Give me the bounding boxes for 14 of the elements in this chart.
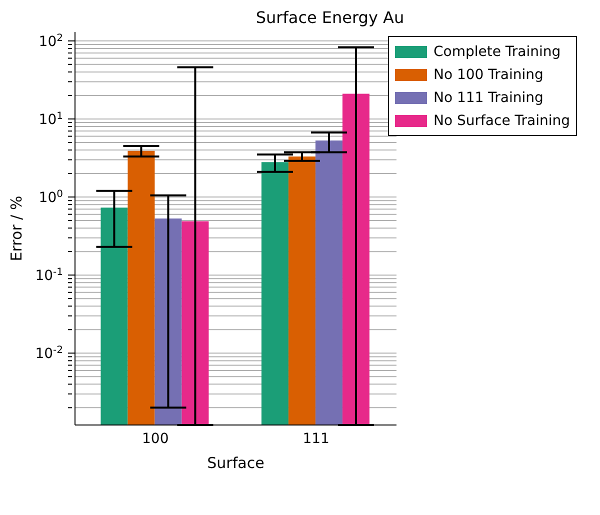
y-tick-label: 10$^{2}$: [38, 32, 63, 50]
legend-label: No Surface Training: [432, 112, 570, 130]
y-tick-label: 10$^{0}$: [38, 188, 63, 206]
chart-title: Surface Energy Au: [254, 8, 406, 27]
legend-label: Complete Training: [432, 42, 562, 62]
y-axis-title: Error / %: [7, 196, 26, 262]
x-tick-label: 100: [142, 430, 169, 447]
y-tick-label: 10$^{-2}$: [35, 344, 63, 362]
legend-label: No 100 Training: [432, 66, 544, 84]
y-tick-label: 10$^{1}$: [38, 110, 63, 128]
x-axis-title: Surface: [207, 454, 264, 472]
x-tick-label: 111: [302, 430, 330, 447]
legend-label: No 111 Training: [432, 88, 544, 108]
y-tick-label: 10$^{-1}$: [35, 266, 63, 284]
